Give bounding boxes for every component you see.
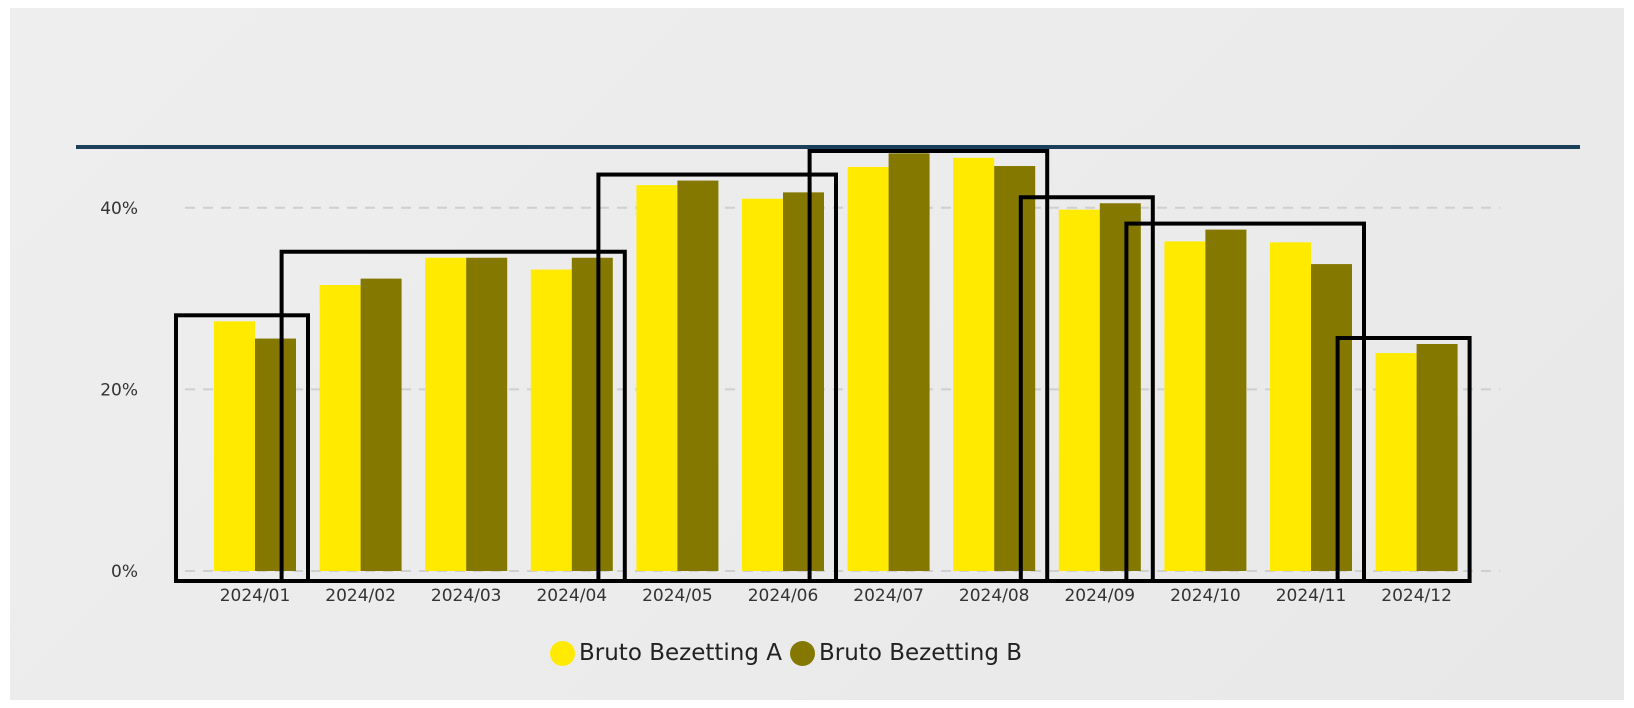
highlight-box xyxy=(279,249,627,584)
legend-item-a[interactable]: Bruto Bezetting A xyxy=(550,640,782,666)
highlight-box xyxy=(1124,221,1367,583)
x-tick-label: 2024/09 xyxy=(1064,586,1135,606)
bar-series-a xyxy=(1058,209,1100,571)
x-tick-label: 2024/06 xyxy=(748,586,819,606)
bar-series-a xyxy=(953,157,995,572)
y-tick-label: 0% xyxy=(111,562,138,582)
legend: Bruto Bezetting A Bruto Bezetting B xyxy=(550,640,1030,666)
highlight-box xyxy=(174,313,310,583)
x-tick-label: 2024/02 xyxy=(325,586,396,606)
bar-series-a xyxy=(319,284,361,571)
legend-swatch-b xyxy=(790,640,816,666)
highlight-box xyxy=(1018,195,1155,583)
x-tick-label: 2024/04 xyxy=(536,586,607,606)
legend-item-b[interactable]: Bruto Bezetting B xyxy=(790,640,1022,666)
x-tick-label: 2024/03 xyxy=(431,586,502,606)
x-tick-label: 2024/05 xyxy=(642,586,713,606)
bar-series-b xyxy=(1099,203,1141,571)
bar-series-b xyxy=(1416,344,1458,571)
bar-series-b xyxy=(677,180,719,571)
y-tick-label: 40% xyxy=(100,199,138,219)
bar-series-a xyxy=(425,257,467,571)
bar-series-a xyxy=(530,269,572,571)
bar-series-a xyxy=(1164,241,1206,571)
y-tick-label: 20% xyxy=(100,380,138,400)
bar-series-b xyxy=(994,166,1036,572)
bar-series-b xyxy=(360,278,402,571)
x-tick-label: 2024/12 xyxy=(1381,586,1452,606)
bar-series-b xyxy=(783,192,824,571)
x-tick-label: 2024/01 xyxy=(220,586,291,606)
bar-series-b xyxy=(466,257,508,571)
bar-series-a xyxy=(1270,242,1311,571)
highlight-box xyxy=(596,172,839,583)
legend-label-a: Bruto Bezetting A xyxy=(579,640,783,666)
bar-series-b xyxy=(255,338,296,571)
highlight-box xyxy=(1335,336,1472,583)
bar-series-a xyxy=(847,166,889,571)
legend-label-b: Bruto Bezetting B xyxy=(819,640,1023,666)
x-tick-label: 2024/08 xyxy=(959,586,1030,606)
x-tick-label: 2024/10 xyxy=(1170,586,1241,606)
legend-swatch-a xyxy=(550,640,575,666)
bar-series-b xyxy=(571,257,613,571)
bar-series-a xyxy=(742,198,783,571)
x-tick-label: 2024/07 xyxy=(853,586,924,606)
bar-series-a xyxy=(636,185,678,571)
bar-series-b xyxy=(1311,264,1352,571)
highlight-box xyxy=(807,149,1050,583)
x-tick-label: 2024/11 xyxy=(1276,586,1347,606)
bar-series-a xyxy=(1375,353,1417,571)
bar-series-b xyxy=(1205,229,1247,572)
bar-series-a xyxy=(214,321,255,571)
bar-series-b xyxy=(888,153,930,571)
